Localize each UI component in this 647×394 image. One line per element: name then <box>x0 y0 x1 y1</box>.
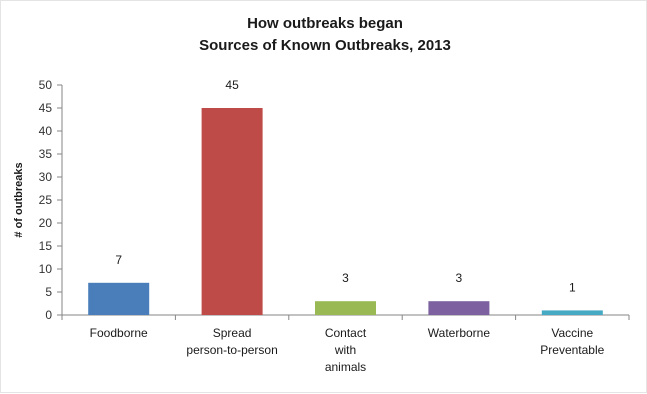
y-tick-label: 40 <box>39 124 53 138</box>
data-label-1: 45 <box>225 78 239 92</box>
category-label-4-1: Preventable <box>540 343 604 357</box>
y-tick-label: 5 <box>45 285 52 299</box>
chart-title: How outbreaks began Sources of Known Outb… <box>199 15 451 54</box>
bar-3 <box>428 301 490 315</box>
data-label-bg <box>202 76 263 93</box>
chart-title-line-1: How outbreaks began <box>247 15 403 32</box>
data-label-2: 3 <box>342 271 349 285</box>
bar-2 <box>315 301 376 315</box>
category-label-1-1: person-to-person <box>186 343 277 357</box>
chart-title-line-2: Sources of Known Outbreaks, 2013 <box>199 37 451 54</box>
bar-4 <box>541 310 603 315</box>
y-tick-label: 30 <box>39 170 53 184</box>
category-label-1-0: Spread <box>213 326 252 340</box>
category-label-4-0: Vaccine <box>551 326 593 340</box>
category-label-2-1: with <box>334 343 356 357</box>
data-label-bg <box>428 269 489 287</box>
y-tick-label: 15 <box>39 239 53 253</box>
bar-1 <box>201 108 263 315</box>
y-tick-label: 45 <box>39 101 53 115</box>
category-label-2-2: animals <box>325 360 366 374</box>
data-label-0: 7 <box>115 253 122 267</box>
data-label-4: 1 <box>569 280 576 294</box>
y-tick-label: 0 <box>45 308 52 322</box>
category-label-0-0: Foodborne <box>90 326 148 340</box>
y-tick-label: 50 <box>39 78 53 92</box>
category-label-3-0: Waterborne <box>428 326 491 340</box>
data-labels: 7 45 3 3 1 <box>88 76 603 296</box>
y-axis-title: # of outbreaks <box>13 162 25 237</box>
data-label-bg <box>315 269 376 287</box>
data-label-bg <box>88 250 149 268</box>
data-label-bg <box>542 278 603 296</box>
data-label-3: 3 <box>456 271 463 285</box>
y-axis-label: # of outbreaks <box>13 162 25 237</box>
category-labels: Foodborne Spread person-to-person Contact wi… <box>90 326 605 374</box>
bar-0 <box>88 282 150 315</box>
y-tick-label: 35 <box>39 147 53 161</box>
y-axis-ticks: 0 5 10 15 20 25 30 35 40 45 50 <box>39 78 62 322</box>
y-tick-label: 20 <box>39 216 53 230</box>
bars <box>88 108 603 315</box>
y-tick-label: 25 <box>39 193 53 207</box>
y-tick-label: 10 <box>39 262 53 276</box>
category-label-2-0: Contact <box>325 326 367 340</box>
